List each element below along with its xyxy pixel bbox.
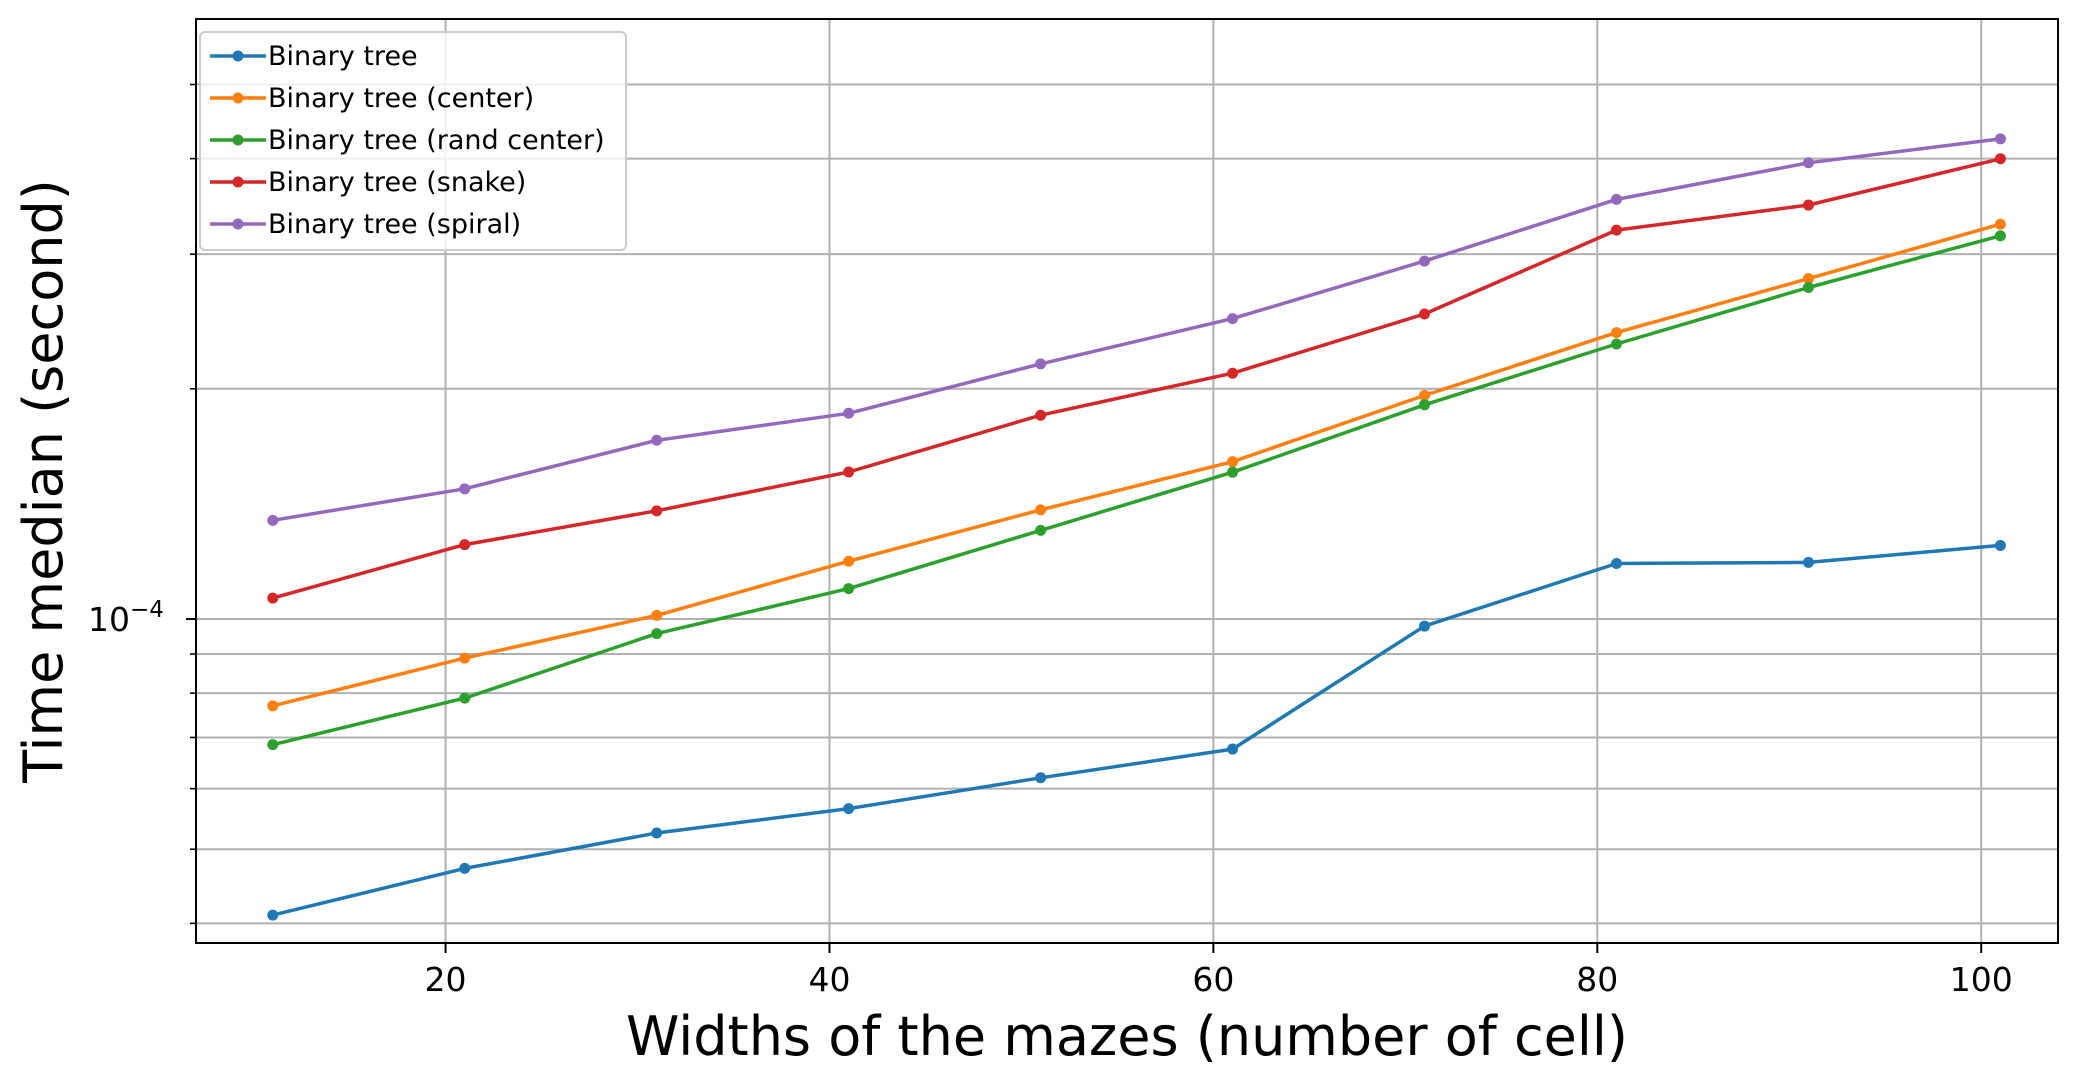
plot-frame [195, 18, 2059, 944]
data-point [459, 483, 471, 495]
x-tick-label: 40 [808, 960, 850, 999]
legend-marker [232, 176, 244, 188]
y-axis-title: Time median (second) [12, 179, 75, 784]
series-0 [267, 539, 2006, 921]
data-point [1035, 772, 1047, 784]
axis-ticks: 20 40 60 80 100 10−4 [88, 83, 2013, 999]
data-point [651, 609, 663, 621]
data-point [1419, 389, 1431, 401]
data-point [267, 514, 279, 526]
legend-box [199, 31, 627, 251]
series-line [271, 222, 2003, 708]
legend-marker [232, 92, 244, 104]
data-point [1994, 218, 2006, 230]
series-line [271, 137, 2003, 523]
legend-label: Binary tree (snake) [268, 167, 526, 198]
x-tick-label: 60 [1192, 960, 1234, 999]
grid [196, 19, 2058, 943]
data-point [1802, 556, 1814, 568]
legend-label: Binary tree [268, 41, 418, 72]
plot-lines [267, 133, 2006, 921]
series-1 [267, 218, 2006, 712]
data-point [1035, 504, 1047, 516]
data-point [267, 739, 279, 751]
x-tick-label: 80 [1576, 960, 1618, 999]
data-point [843, 466, 855, 478]
y-tick-label-base: 10 [88, 600, 130, 639]
legend-marker [232, 218, 244, 230]
y-tick-label-exponent: −4 [130, 597, 164, 623]
data-point [1227, 456, 1239, 468]
data-point [1035, 409, 1047, 421]
legend-item: Binary tree (snake) [210, 167, 526, 198]
data-point [267, 909, 279, 921]
series-2 [267, 230, 2006, 751]
data-point [1994, 133, 2006, 145]
legend: Binary tree Binary tree (center) Binary tr… [199, 31, 627, 251]
x-tick-label: 20 [425, 960, 467, 999]
legend-item: Binary tree (center) [210, 83, 534, 114]
data-point [459, 652, 471, 664]
series-line [271, 543, 2003, 917]
data-point [1994, 153, 2006, 165]
data-point [267, 592, 279, 604]
legend-item: Binary tree (spiral) [210, 209, 521, 240]
series-3 [267, 153, 2006, 604]
legend-label: Binary tree (center) [268, 83, 534, 114]
data-point [459, 539, 471, 551]
data-point [1419, 308, 1431, 320]
data-point [1419, 255, 1431, 267]
data-point [1610, 338, 1622, 350]
data-point [651, 434, 663, 446]
x-tick-label: 100 [1950, 960, 2013, 999]
data-point [1227, 743, 1239, 755]
series-4 [267, 133, 2006, 526]
legend-label: Binary tree (spiral) [268, 209, 521, 240]
series-line [271, 157, 2003, 600]
data-point [459, 692, 471, 704]
data-point [1227, 466, 1239, 478]
series-line [271, 234, 2003, 747]
legend-marker [232, 50, 244, 62]
data-point [1802, 273, 1814, 285]
y-tick-label: 10−4 [88, 597, 164, 639]
data-point [843, 803, 855, 815]
data-point [651, 827, 663, 839]
data-point [843, 555, 855, 567]
data-point [1419, 620, 1431, 632]
data-point [651, 505, 663, 517]
data-point [843, 407, 855, 419]
legend-label: Binary tree (rand center) [268, 125, 605, 156]
data-point [267, 700, 279, 712]
x-axis-title: Widths of the mazes (number of cell) [626, 1005, 1628, 1068]
data-point [1227, 367, 1239, 379]
data-point [651, 628, 663, 640]
data-point [1035, 358, 1047, 370]
data-point [1610, 224, 1622, 236]
data-point [1610, 557, 1622, 569]
data-point [1802, 157, 1814, 169]
data-point [1802, 282, 1814, 294]
legend-marker [232, 134, 244, 146]
data-point [1035, 524, 1047, 536]
data-point [1802, 199, 1814, 211]
data-point [1994, 539, 2006, 551]
data-point [1994, 230, 2006, 242]
legend-item: Binary tree (rand center) [210, 125, 605, 156]
legend-item: Binary tree [210, 41, 418, 72]
data-point [1227, 313, 1239, 325]
data-point [1610, 193, 1622, 205]
data-point [459, 862, 471, 874]
data-point [1610, 327, 1622, 339]
data-point [843, 583, 855, 595]
data-point [1419, 399, 1431, 411]
